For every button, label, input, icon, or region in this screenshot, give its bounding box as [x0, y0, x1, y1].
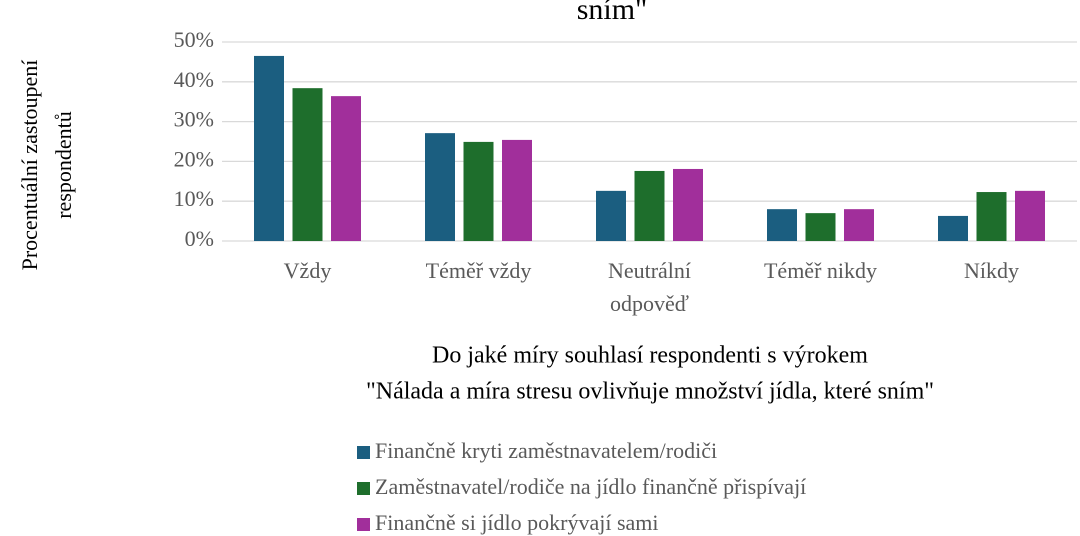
bar — [292, 88, 323, 241]
x-tick-label: Níkdy — [964, 258, 1019, 283]
y-tick-label: 50% — [174, 27, 214, 52]
bar — [502, 139, 532, 241]
y-tick-label: 30% — [174, 107, 214, 132]
x-axis-label: Do jaké míry souhlasí respondenti s výro… — [432, 343, 868, 369]
y-tick-label: 20% — [174, 146, 214, 171]
y-axis-label: Procentuální zastoupení — [17, 60, 42, 271]
bar — [938, 215, 968, 241]
x-tick-label: Téměř nikdy — [764, 258, 877, 283]
legend-label: Zaměstnavatel/rodiče na jídlo finančně p… — [375, 474, 806, 499]
bar — [331, 96, 361, 242]
y-axis-label: respondentů — [51, 111, 76, 219]
x-tick-label: Téměř vždy — [426, 258, 532, 283]
y-tick-label: 0% — [185, 226, 214, 251]
bar — [805, 213, 836, 241]
bar — [673, 168, 703, 241]
y-tick-label: 40% — [174, 67, 214, 92]
legend-swatch — [357, 518, 370, 531]
bar — [976, 192, 1007, 241]
bar — [596, 190, 626, 241]
x-tick-label: Vždy — [284, 258, 332, 283]
y-tick-label: 10% — [174, 186, 214, 211]
legend-label: Finančně kryti zaměstnavatelem/rodiči — [375, 438, 717, 463]
chart-title: sním" — [577, 0, 648, 26]
legend-swatch — [357, 482, 370, 495]
legend-swatch — [357, 446, 370, 459]
bar — [1015, 190, 1045, 241]
legend-label: Finančně si jídlo pokrývají sami — [375, 510, 659, 535]
x-axis-label: "Nálada a míra stresu ovlivňuje množství… — [366, 379, 934, 405]
x-tick-label: Neutrální odpověď — [608, 258, 691, 316]
bar — [634, 170, 665, 241]
bar — [767, 209, 797, 241]
bar — [425, 133, 455, 241]
bar — [844, 209, 874, 241]
bar — [463, 141, 494, 241]
bar — [254, 55, 284, 242]
